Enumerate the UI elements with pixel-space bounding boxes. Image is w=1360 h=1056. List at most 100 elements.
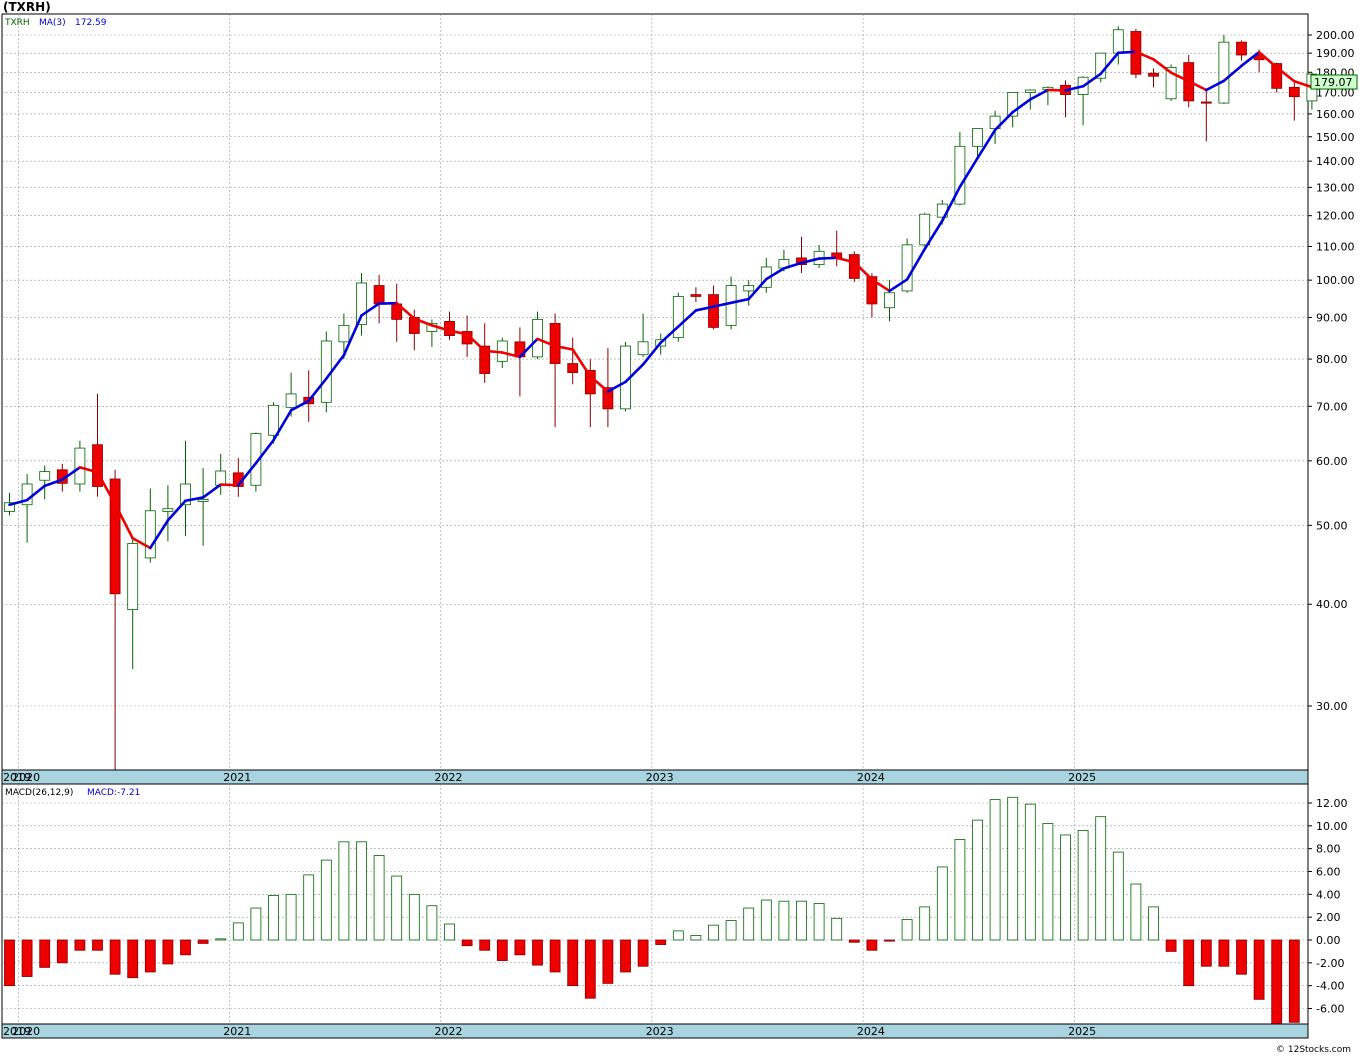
legend-ma-label: MA(3)	[39, 18, 66, 28]
macd-tick-label: 8.00	[1316, 843, 1341, 856]
macd-tick-label: 2.00	[1316, 911, 1341, 924]
legend-ma-value: 172.59	[75, 18, 107, 28]
ma-segment	[78, 466, 99, 474]
macd-bar	[708, 924, 719, 941]
macd-bar	[4, 939, 15, 987]
price-tick-label: 90.00	[1316, 311, 1348, 324]
macd-bar	[637, 939, 649, 967]
macd-bar	[268, 895, 279, 941]
price-tick-label: 130.00	[1316, 181, 1355, 194]
candle-body	[866, 276, 878, 305]
macd-bar	[1024, 803, 1036, 941]
macd-tick-label: -4.00	[1316, 980, 1344, 993]
ma-segment	[412, 317, 434, 327]
price-tick-label: 80.00	[1316, 353, 1348, 366]
candle-body	[972, 128, 983, 147]
macd-bar	[144, 939, 156, 973]
macd-legend-value: MACD:-7.21	[87, 788, 140, 798]
ma-segment	[342, 314, 363, 357]
candle-body	[250, 433, 262, 486]
macd-bar	[655, 939, 667, 945]
macd-bar	[320, 859, 332, 941]
macd-bar	[39, 939, 51, 968]
candle-body	[320, 340, 332, 403]
candle-body	[1007, 92, 1019, 117]
candle-body	[285, 393, 297, 408]
ma-segment	[888, 278, 909, 293]
macd-bar	[848, 939, 860, 943]
macd-bar	[813, 903, 825, 941]
price-tick-label: 160.00	[1316, 108, 1355, 121]
macd-bar	[1271, 939, 1283, 1025]
macd-bar	[21, 939, 33, 977]
ma-segment	[729, 297, 751, 305]
candle-body	[356, 282, 367, 325]
macd-bar	[1288, 939, 1300, 1023]
watermark: © 12Stocks.com	[1276, 1045, 1351, 1055]
price-tick-label: 170.00	[1316, 86, 1355, 99]
ma-segment	[166, 499, 187, 522]
macd-tick-label: 0.00	[1316, 934, 1341, 947]
ma-segment	[483, 349, 504, 354]
candle-body	[92, 444, 103, 487]
macd-bar	[796, 900, 807, 941]
macd-bar	[162, 939, 174, 965]
ma-segment	[201, 483, 222, 499]
macd-bar	[109, 939, 121, 975]
ma-segment	[1029, 88, 1050, 101]
macd-bar	[1236, 939, 1247, 975]
macd-bar	[461, 939, 473, 947]
ma-segment	[96, 470, 117, 506]
macd-bar	[532, 939, 543, 966]
macd-bar	[936, 866, 948, 941]
macd-bar	[1218, 939, 1230, 967]
macd-bar	[74, 939, 86, 951]
year-label: 2023	[646, 771, 674, 784]
ma-segment	[430, 324, 451, 332]
macd-bar	[567, 939, 579, 987]
ma-segment	[395, 301, 416, 320]
ma-segment	[800, 257, 821, 265]
candle-body	[1200, 101, 1212, 104]
macd-y-axis: -6.00 -4.00 -2.00 0.00 2.00 4.00 6.00 8.00 10.00…	[1308, 797, 1348, 1016]
ma-segment	[237, 461, 258, 487]
candle-body	[1218, 41, 1230, 104]
macd-bar	[1148, 906, 1159, 941]
ma-segment	[641, 341, 663, 366]
macd-bar	[884, 939, 895, 942]
year-label: 2024	[857, 1025, 885, 1038]
year-label: 2019	[3, 1025, 31, 1038]
ma-segment	[25, 484, 47, 502]
price-tick-label: 60.00	[1316, 455, 1348, 468]
year-label: 2022	[435, 771, 463, 784]
ma-segment	[1169, 71, 1190, 83]
year-label: 2022	[435, 1025, 463, 1038]
ma-segment	[747, 277, 768, 301]
ma-segment	[905, 247, 927, 281]
ma-segment	[1257, 50, 1278, 69]
candle-body	[954, 145, 966, 205]
macd-bar	[743, 907, 755, 941]
candle-body	[1148, 72, 1159, 77]
candle-body	[268, 404, 279, 436]
year-label: 2020	[12, 1025, 40, 1038]
price-tick-label: 50.00	[1316, 519, 1348, 532]
ma-segment	[1117, 50, 1138, 55]
macd-tick-label: -2.00	[1316, 957, 1344, 970]
year-band-macd	[1, 1023, 1309, 1039]
year-label: 2019	[3, 771, 31, 784]
ma-segment	[606, 380, 627, 393]
macd-bar	[1060, 834, 1071, 941]
price-panel	[1, 13, 1309, 771]
moving-average-line	[8, 50, 1314, 550]
macd-bar	[602, 939, 614, 984]
candle-body	[1271, 63, 1283, 89]
ma-segment	[465, 333, 487, 353]
candle-body	[672, 296, 684, 339]
candle-body	[690, 294, 702, 297]
candle-body	[1236, 41, 1247, 56]
macd-bar	[356, 841, 367, 941]
price-y-axis: 30.00 40.00 50.00 60.00 70.00 80.00 90.00 100.0…	[1308, 29, 1355, 713]
macd-panel	[1, 783, 1309, 1025]
